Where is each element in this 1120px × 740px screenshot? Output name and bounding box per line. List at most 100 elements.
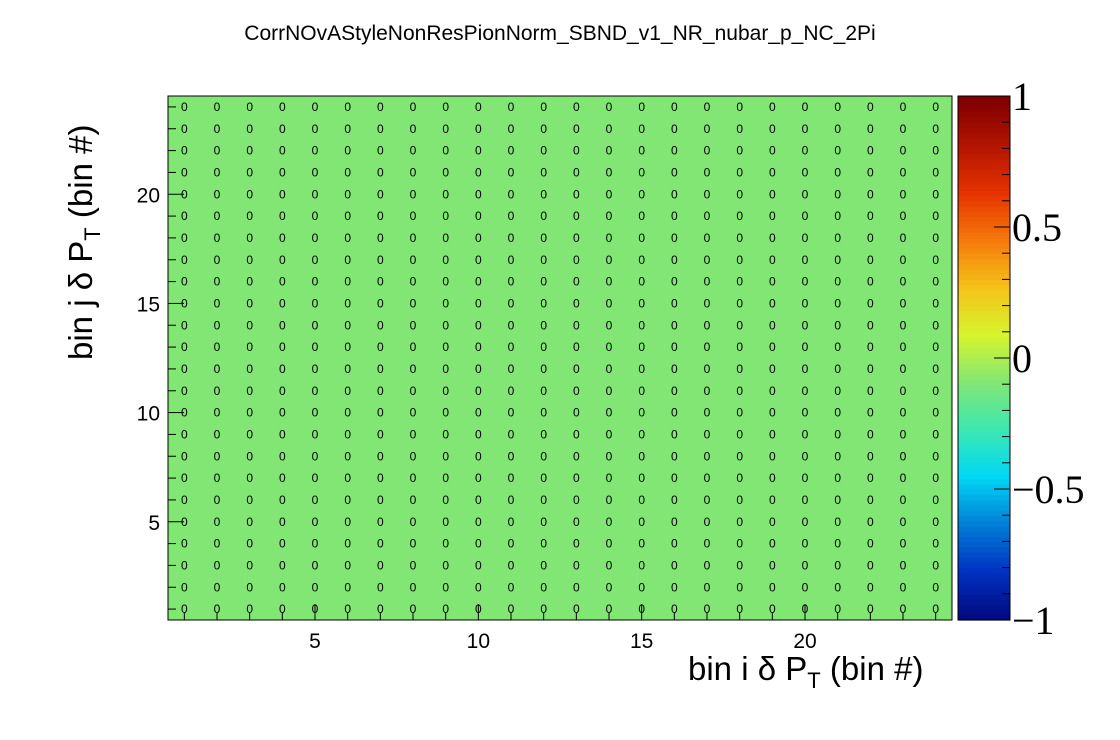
cell-value-label: 0 <box>834 384 841 398</box>
heatmap-cell <box>723 161 757 184</box>
cell-value-label: 0 <box>736 471 743 485</box>
cell-value-label: 0 <box>867 275 874 289</box>
cell-value-label: 0 <box>704 318 711 332</box>
heatmap-cell <box>886 401 920 424</box>
heatmap-cell <box>560 532 594 555</box>
heatmap-cell <box>298 423 332 446</box>
heatmap-cell <box>886 510 920 534</box>
heatmap-cell <box>364 248 398 272</box>
heatmap-cell <box>266 161 300 184</box>
cell-value-label: 0 <box>410 427 417 441</box>
heatmap-cell <box>396 401 430 424</box>
heatmap-cell <box>821 292 855 315</box>
heatmap-cell <box>625 96 659 119</box>
cell-value-label: 0 <box>834 602 841 616</box>
heatmap-cell <box>462 314 496 337</box>
cell-value-label: 0 <box>671 100 678 114</box>
heatmap-cell <box>364 314 398 337</box>
heatmap-cell <box>592 510 626 534</box>
heatmap-cell <box>723 270 757 293</box>
cell-value-label: 0 <box>344 471 351 485</box>
heatmap-cell <box>266 358 300 381</box>
color-scale-segment <box>958 394 1010 401</box>
cell-value-label: 0 <box>671 275 678 289</box>
heatmap-cell <box>429 467 463 490</box>
color-scale-segment <box>958 347 1010 354</box>
heatmap-cell <box>756 314 790 337</box>
cell-value-label: 0 <box>900 144 907 158</box>
cell-value-label: 0 <box>932 144 939 158</box>
heatmap-cell <box>429 183 463 206</box>
cell-value-label: 0 <box>475 165 482 179</box>
cell-value-label: 0 <box>410 406 417 420</box>
heatmap-cell <box>919 139 953 162</box>
heatmap-cell <box>494 336 528 359</box>
heatmap-cell <box>658 532 692 555</box>
cell-value-label: 0 <box>802 515 809 529</box>
cell-value-label: 0 <box>214 493 221 507</box>
heatmap-cell <box>462 576 496 599</box>
cell-value-label: 0 <box>410 449 417 463</box>
heatmap-cell <box>331 510 365 534</box>
heatmap-cell <box>298 532 332 555</box>
heatmap-cell <box>429 489 463 512</box>
cell-value-label: 0 <box>769 187 776 201</box>
heatmap-cell <box>854 510 888 534</box>
heatmap-cell <box>494 227 528 250</box>
heatmap-cell <box>298 379 332 403</box>
heatmap-cell <box>560 598 594 621</box>
cell-value-label: 0 <box>736 122 743 136</box>
heatmap-cell <box>200 161 234 184</box>
chart-title: CorrNOvAStyleNonResPionNorm_SBND_v1_NR_n… <box>244 22 876 45</box>
color-scale-segment <box>958 216 1010 223</box>
heatmap-cell <box>462 554 496 577</box>
cell-value-label: 0 <box>671 449 678 463</box>
heatmap-cell <box>233 467 267 490</box>
cell-value-label: 0 <box>540 165 547 179</box>
heatmap-cell <box>200 532 234 555</box>
cell-value-label: 0 <box>900 275 907 289</box>
cell-value-label: 0 <box>181 537 188 551</box>
heatmap-cell <box>788 336 822 359</box>
cell-value-label: 0 <box>704 122 711 136</box>
heatmap-cell <box>658 183 692 206</box>
x-tick-label: 5 <box>309 630 321 653</box>
cell-value-label: 0 <box>377 580 384 594</box>
cell-value-label: 0 <box>932 318 939 332</box>
heatmap-cell <box>331 270 365 293</box>
heatmap-cell <box>494 379 528 403</box>
cell-value-label: 0 <box>900 471 907 485</box>
heatmap-cell <box>527 423 561 446</box>
heatmap-cell <box>919 467 953 490</box>
heatmap-cell <box>560 314 594 337</box>
cell-value-label: 0 <box>246 558 253 572</box>
heatmap-cell <box>429 598 463 621</box>
cell-value-label: 0 <box>312 558 319 572</box>
heatmap-cell <box>886 139 920 162</box>
heatmap-cell <box>494 401 528 424</box>
heatmap-cell <box>592 336 626 359</box>
heatmap-cell <box>821 336 855 359</box>
heatmap-cell <box>821 227 855 250</box>
cell-value-label: 0 <box>802 100 809 114</box>
heatmap-cell <box>298 554 332 577</box>
heatmap-cell <box>200 379 234 403</box>
heatmap-cell <box>690 576 724 599</box>
cell-value-label: 0 <box>344 122 351 136</box>
cell-value-label: 0 <box>671 406 678 420</box>
cell-value-label: 0 <box>704 406 711 420</box>
cell-value-label: 0 <box>606 449 613 463</box>
color-scale-segment <box>958 462 1010 469</box>
heatmap-cell <box>429 292 463 315</box>
heatmap-cell <box>331 227 365 250</box>
cell-value-label: 0 <box>900 253 907 267</box>
cell-value-label: 0 <box>540 580 547 594</box>
cell-value-label: 0 <box>181 406 188 420</box>
heatmap-cell <box>331 248 365 272</box>
cell-value-label: 0 <box>442 449 449 463</box>
cell-value-label: 0 <box>802 187 809 201</box>
heatmap-cell <box>592 183 626 206</box>
cell-value-label: 0 <box>540 296 547 310</box>
heatmap-cell <box>560 96 594 119</box>
heatmap-cell <box>658 379 692 403</box>
